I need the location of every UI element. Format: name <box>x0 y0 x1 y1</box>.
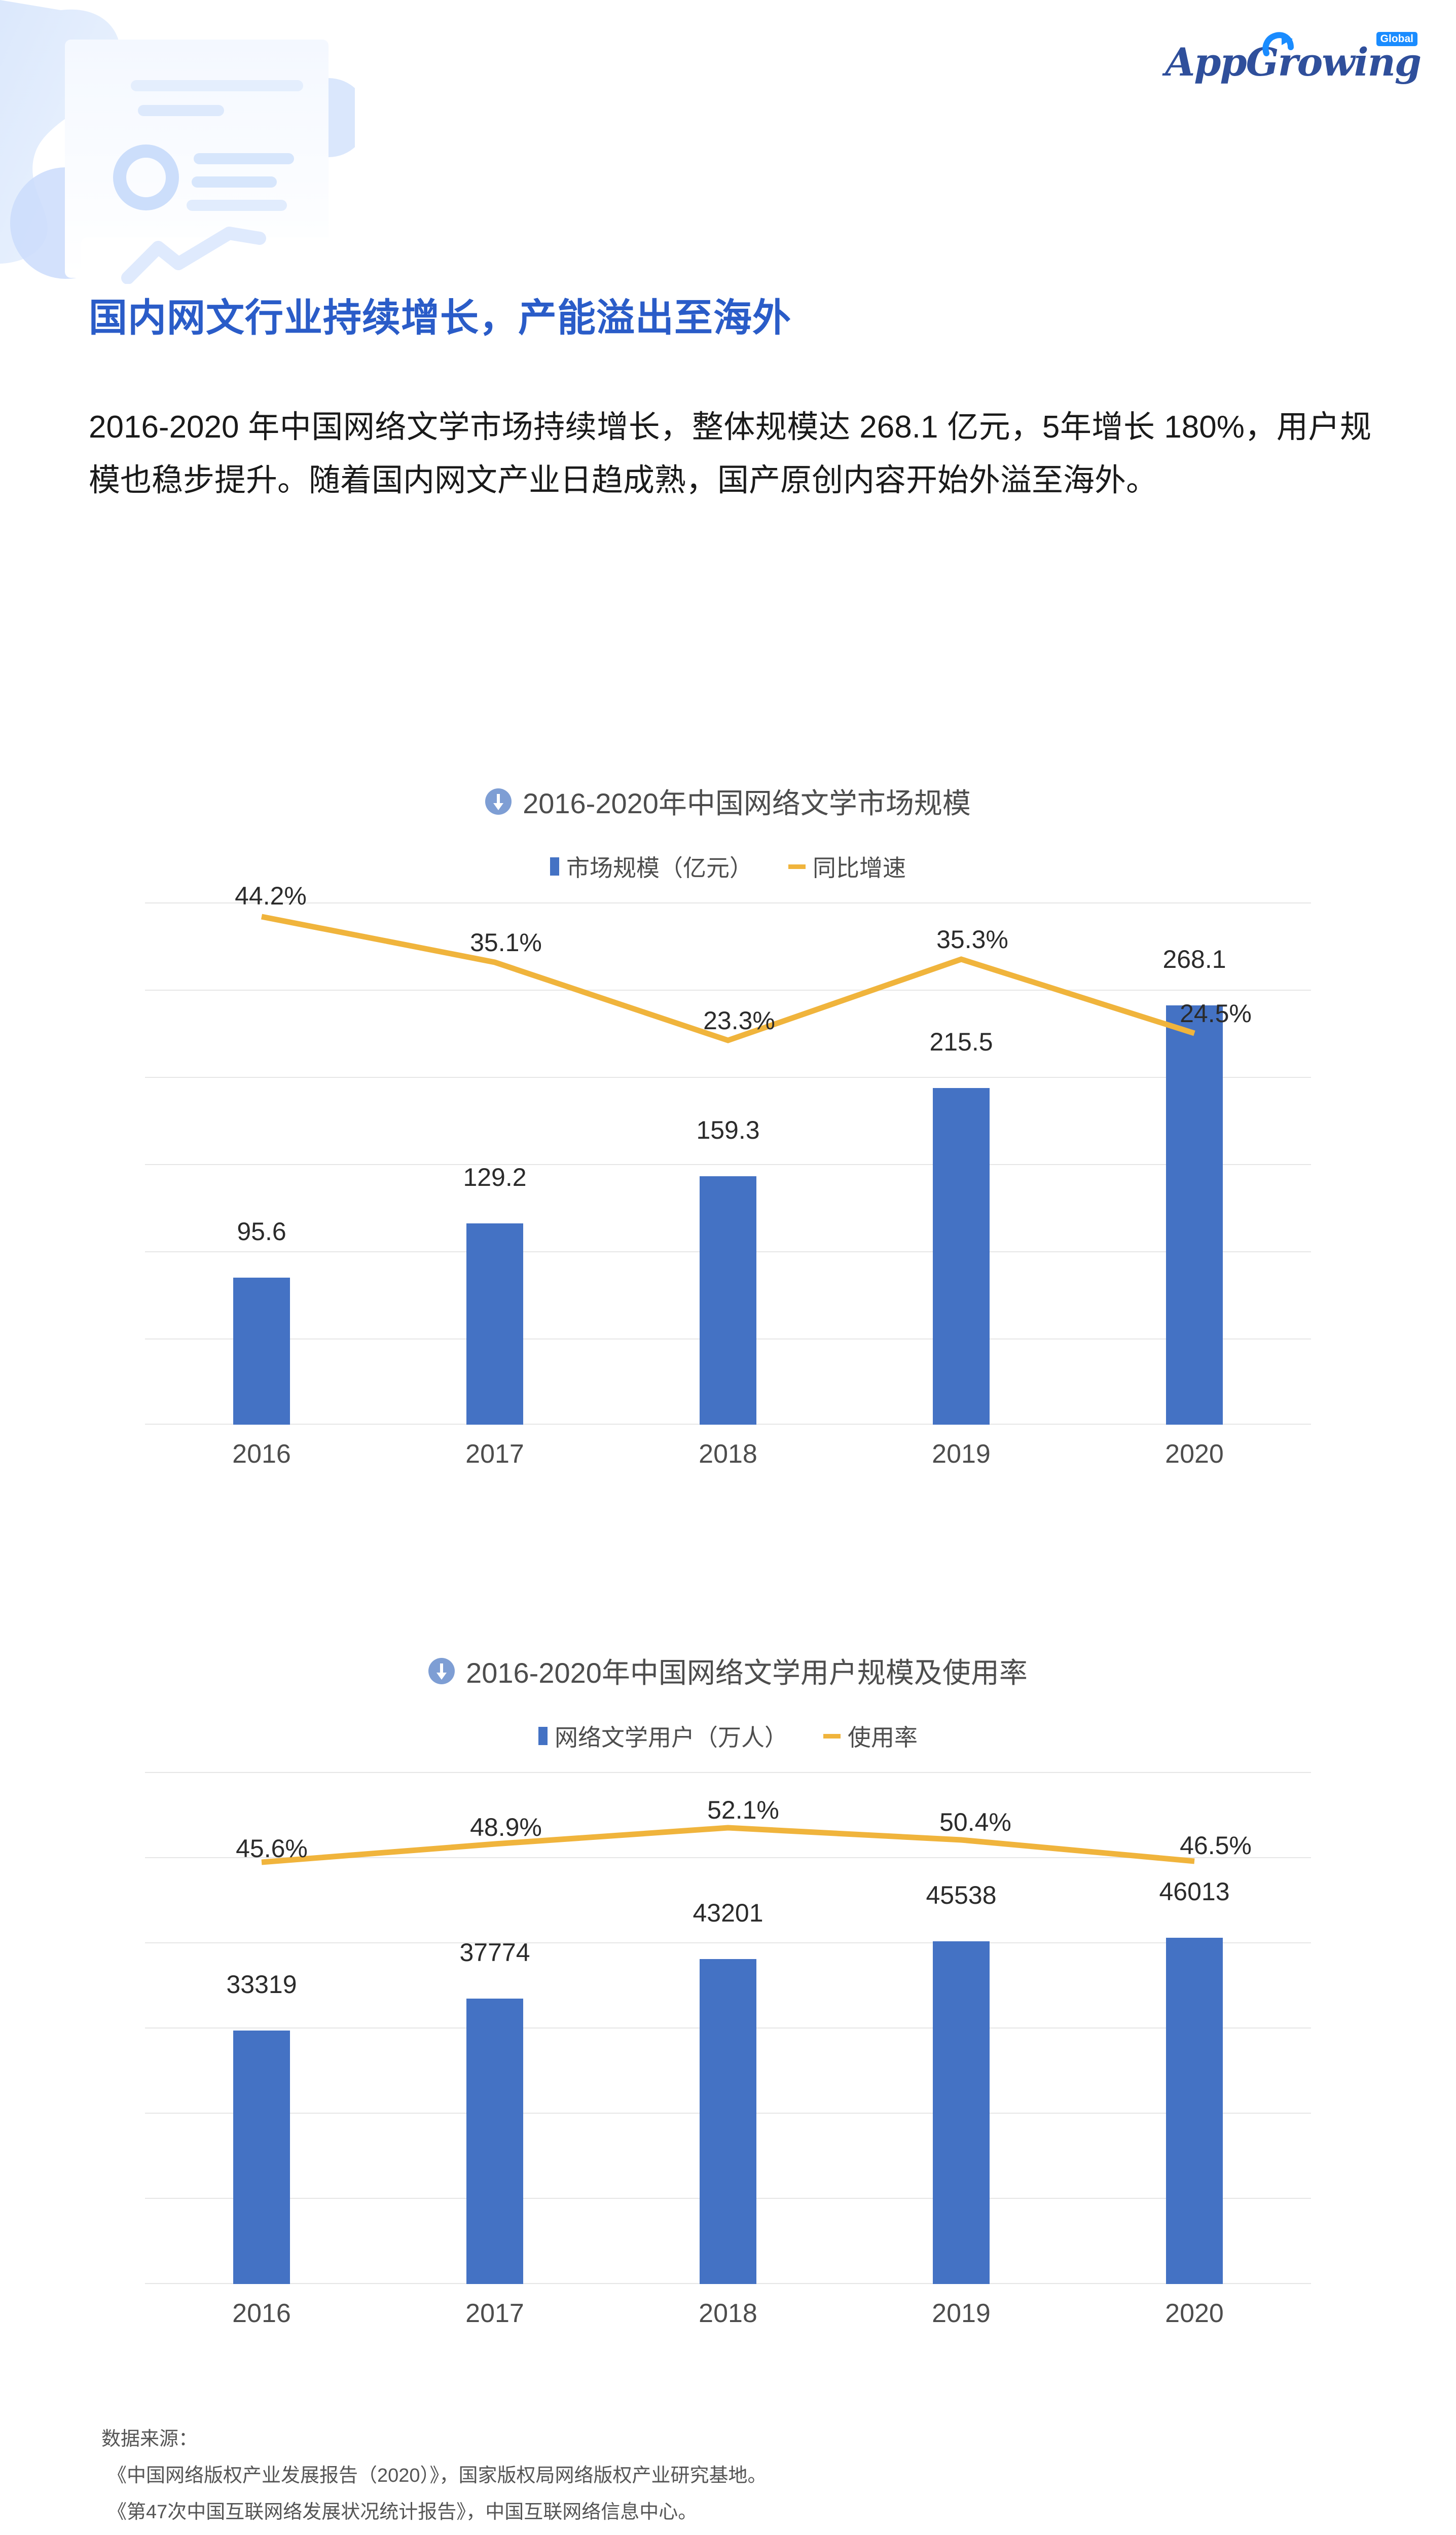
bar-item[interactable]: 129.2 <box>378 902 611 1425</box>
bar-series: 95.6 129.2 159.3 215.5 268.1 <box>145 902 1311 1425</box>
chart-market-size: 2016-2020年中国网络文学市场规模 市场规模（亿元） 同比增速 95.6 <box>0 781 1456 1469</box>
data-source-line-2: 《第47次中国互联网络发展状况统计报告》，中国互联网络信息中心。 <box>107 2502 698 2523</box>
x-axis-tick: 2018 <box>699 1439 757 1469</box>
bar-value-label: 46013 <box>1159 1877 1230 1906</box>
bar-item[interactable]: 46013 <box>1078 1772 1311 2284</box>
chart-legend: 市场规模（亿元） 同比增速 <box>0 850 1456 883</box>
data-source-footer: 数据来源： 《中国网络版权产业发展报告（2020）》，国家版权局网络版权产业研究… <box>101 2421 767 2530</box>
x-axis-tick: 2019 <box>932 2299 991 2328</box>
chart-title: 2016-2020年中国网络文学用户规模及使用率 <box>466 1657 1028 1689</box>
bar-item[interactable]: 43201 <box>611 1772 845 2284</box>
logo-wordmark: AppGrowing <box>1165 40 1422 85</box>
bar-item[interactable]: 215.5 <box>845 902 1078 1425</box>
legend-bar-swatch-icon <box>538 1727 548 1745</box>
download-circle-icon <box>428 1657 455 1684</box>
logo-global-badge: Global <box>1376 32 1417 46</box>
bar-rect <box>466 1223 523 1425</box>
bar-value-label: 268.1 <box>1162 945 1226 973</box>
bar-value-label: 33319 <box>226 1970 297 1999</box>
chart-user-scale: 2016-2020年中国网络文学用户规模及使用率 网络文学用户（万人） 使用率 … <box>0 1650 1456 2329</box>
legend-bar-swatch-icon <box>550 857 559 876</box>
legend-bar-label: 市场规模（亿元） <box>566 855 753 881</box>
appgrowing-logo: AppGrowing Global <box>1165 32 1422 85</box>
bar-rect <box>933 1088 990 1425</box>
logo-swirl-arrow-icon <box>1259 30 1295 65</box>
bar-rect <box>700 1176 756 1425</box>
decorative-report-illustration <box>0 0 368 284</box>
bar-item[interactable]: 33319 <box>145 1772 378 2284</box>
legend-line-swatch-icon <box>823 1733 841 1739</box>
bar-value-label: 95.6 <box>237 1217 286 1246</box>
chart-title: 2016-2020年中国网络文学市场规模 <box>523 787 971 819</box>
summary-paragraph: 2016-2020 年中国网络文学市场持续增长，整体规模达 268.1 亿元，5… <box>89 410 1371 498</box>
x-axis-tick: 2017 <box>465 2299 524 2328</box>
chart-title-row: 2016-2020年中国网络文学用户规模及使用率 <box>0 1650 1456 1691</box>
logo-word-growing: G <box>1246 40 1279 85</box>
x-axis-tick: 2018 <box>699 2299 757 2328</box>
bar-value-label: 43201 <box>693 1899 763 1927</box>
legend-item-line[interactable]: 同比增速 <box>788 850 906 883</box>
legend-line-label: 同比增速 <box>813 855 906 881</box>
bar-series: 33319 37774 43201 45538 46013 <box>145 1772 1311 2284</box>
legend-item-bar[interactable]: 市场规模（亿元） <box>550 850 753 883</box>
chart-legend: 网络文学用户（万人） 使用率 <box>0 1719 1456 1753</box>
bar-item[interactable]: 268.1 <box>1078 902 1311 1425</box>
bar-rect <box>933 1941 990 2284</box>
bar-rect <box>1166 1938 1223 2284</box>
data-source-heading: 数据来源： <box>101 2429 198 2450</box>
bar-item[interactable]: 159.3 <box>611 902 845 1425</box>
bar-rect <box>1166 1005 1223 1425</box>
bar-item[interactable]: 95.6 <box>145 902 378 1425</box>
bar-item[interactable]: 45538 <box>845 1772 1078 2284</box>
bar-rect <box>466 1999 523 2284</box>
logo-word-rowing: rowing <box>1278 40 1422 85</box>
x-axis-tick: 2016 <box>232 1439 291 1469</box>
bar-rect <box>700 1959 756 2284</box>
bar-value-label: 129.2 <box>463 1163 527 1191</box>
bar-value-label: 215.5 <box>929 1028 993 1056</box>
bar-rect <box>233 2031 290 2284</box>
x-axis: 2016 2017 2018 2019 2020 <box>145 1439 1311 1469</box>
legend-item-bar[interactable]: 网络文学用户（万人） <box>538 1719 788 1753</box>
bar-value-label: 37774 <box>459 1938 530 1967</box>
bar-rect <box>233 1278 290 1425</box>
x-axis-tick: 2016 <box>232 2299 291 2328</box>
page-title: 国内网文行业持续增长，产能溢出至海外 <box>89 297 791 340</box>
x-axis: 2016 2017 2018 2019 2020 <box>145 2298 1311 2329</box>
data-source-line-1: 《中国网络版权产业发展报告（2020）》，国家版权局网络版权产业研究基地。 <box>107 2465 767 2486</box>
x-axis-tick: 2020 <box>1165 2299 1224 2328</box>
plot-area: 33319 37774 43201 45538 46013 <box>145 1772 1311 2284</box>
bar-value-label: 45538 <box>926 1881 997 1909</box>
chart-title-row: 2016-2020年中国网络文学市场规模 <box>0 781 1456 822</box>
bar-item[interactable]: 37774 <box>378 1772 611 2284</box>
x-axis-tick: 2019 <box>932 1439 991 1469</box>
legend-item-line[interactable]: 使用率 <box>823 1719 918 1753</box>
x-axis-tick: 2020 <box>1165 1439 1224 1469</box>
legend-line-label: 使用率 <box>848 1724 918 1751</box>
legend-line-swatch-icon <box>788 864 806 869</box>
bar-value-label: 159.3 <box>696 1116 760 1144</box>
logo-word-app: App <box>1165 40 1247 85</box>
download-circle-icon <box>485 788 512 815</box>
plot-area: 95.6 129.2 159.3 215.5 268.1 <box>145 882 1311 1425</box>
legend-bar-label: 网络文学用户（万人） <box>555 1724 788 1751</box>
x-axis-tick: 2017 <box>465 1439 524 1469</box>
